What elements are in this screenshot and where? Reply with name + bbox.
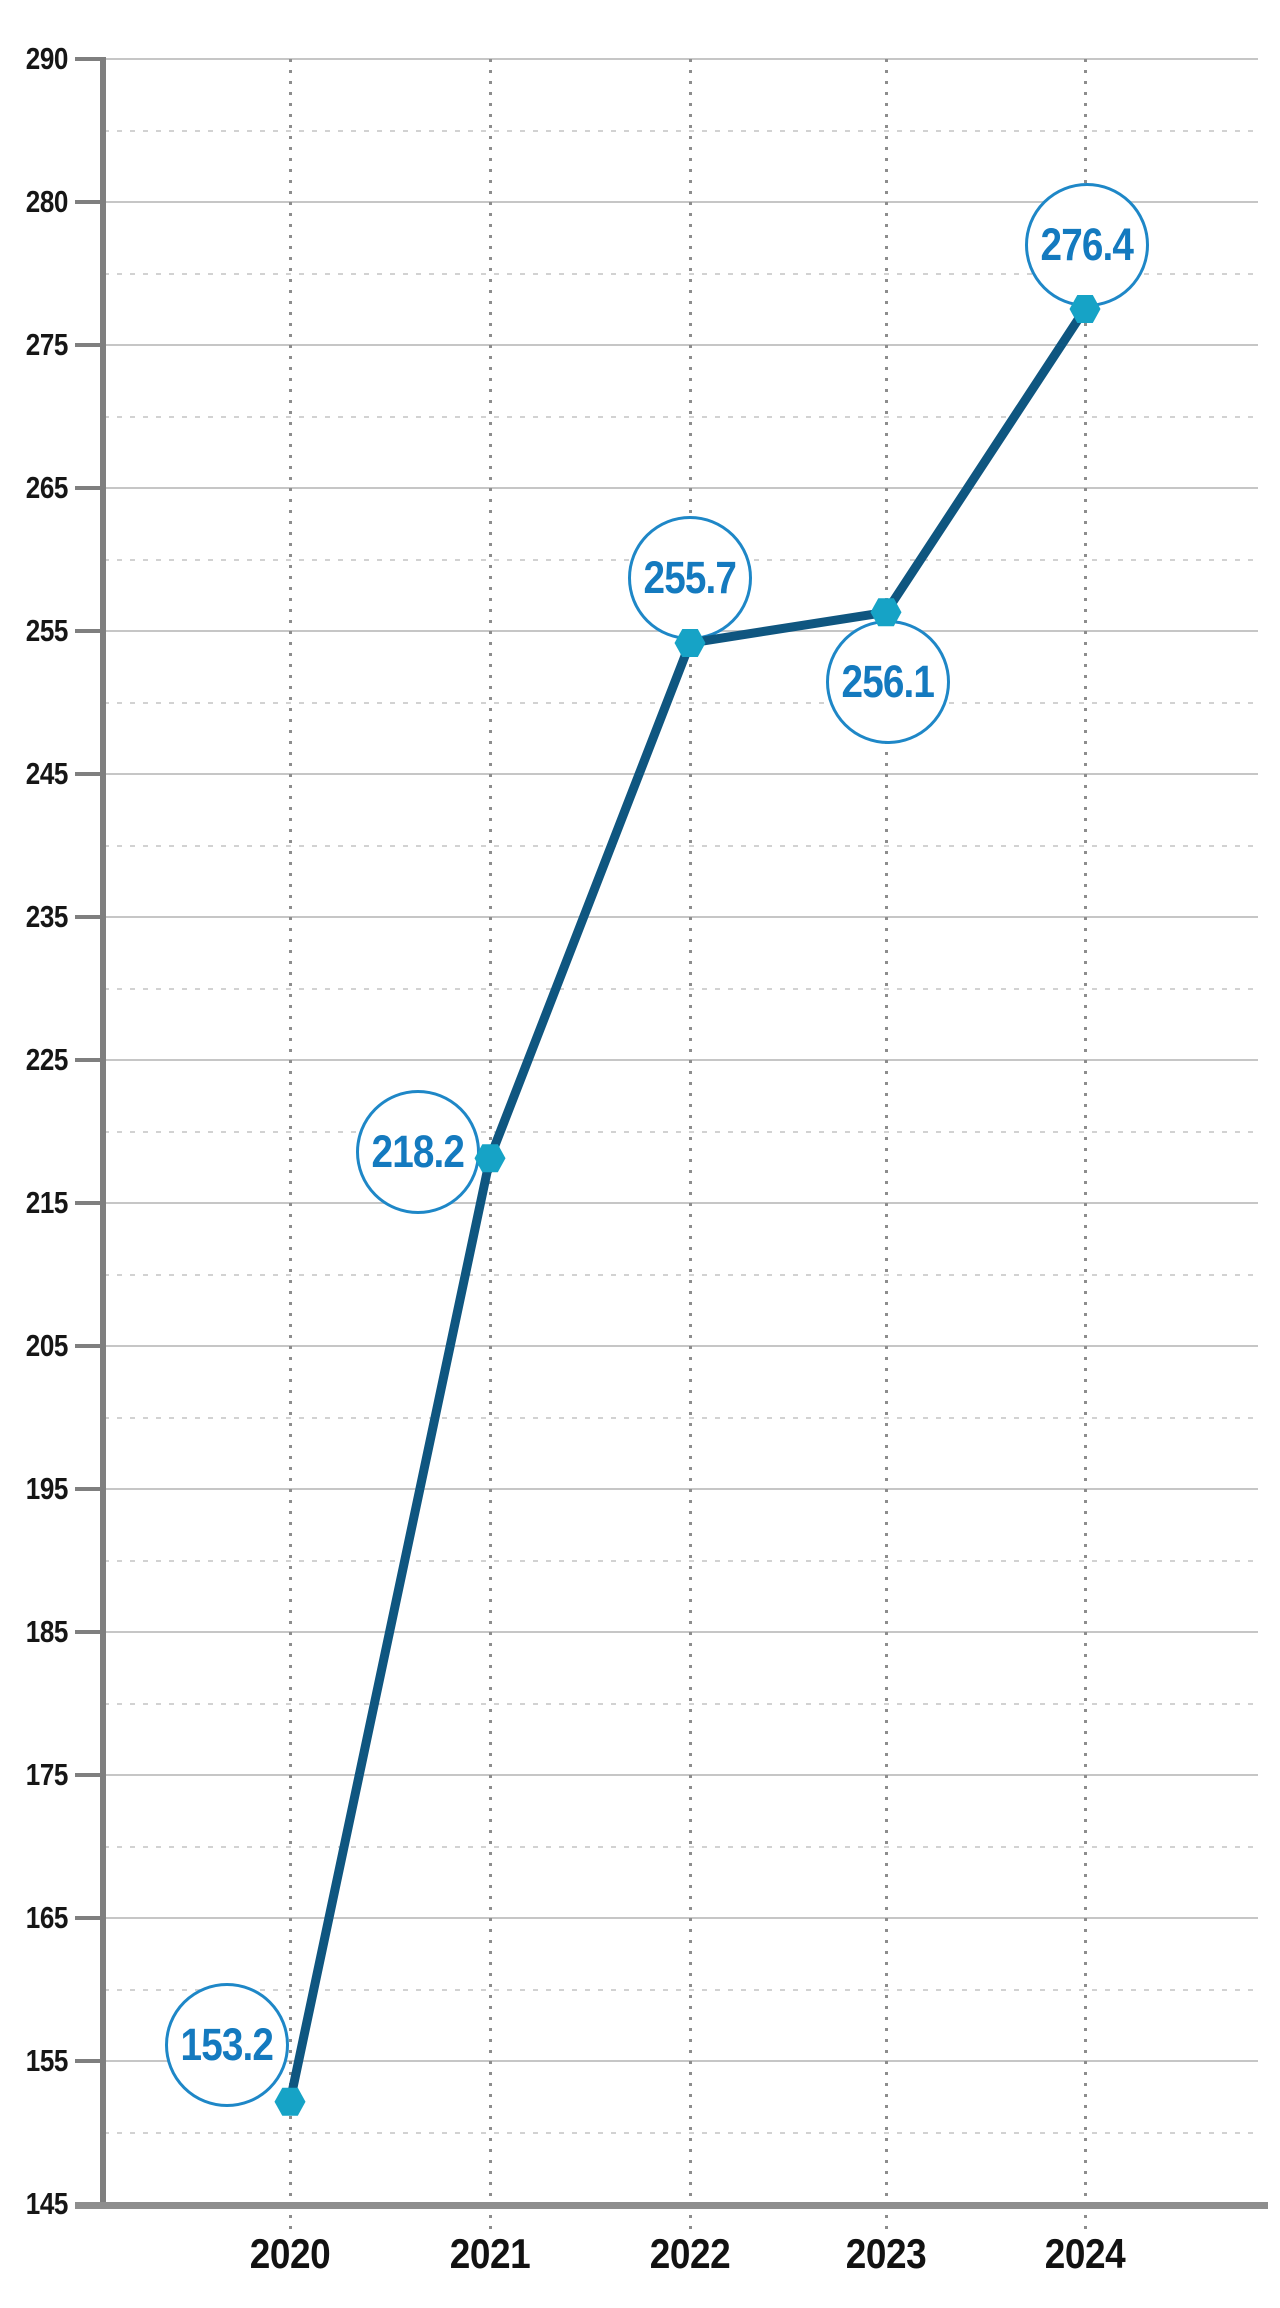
y-axis-tick-label: 215 [25, 1185, 69, 1220]
x-axis-baseline [75, 2202, 1268, 2209]
value-badge-label: 276.4 [1040, 219, 1134, 270]
y-axis-tick [75, 1344, 105, 1348]
value-badge: 153.2 [165, 1983, 289, 2107]
y-axis-tick [75, 1773, 105, 1777]
year-column-dotted-line [489, 59, 492, 2230]
y-axis-tick-label: 290 [25, 41, 69, 76]
major-gridline [104, 201, 1258, 203]
y-axis-tick [75, 200, 105, 204]
y-axis-tick [75, 1058, 105, 1062]
y-axis-tick [75, 343, 105, 347]
y-axis-tick [75, 1201, 105, 1205]
y-axis-tick [75, 915, 105, 919]
minor-gridline [104, 2131, 1258, 2134]
y-axis-tick-label: 165 [25, 1900, 69, 1935]
y-axis-tick-label: 175 [25, 1757, 69, 1792]
y-axis-tick-label: 235 [25, 899, 69, 934]
y-axis-tick [75, 1487, 105, 1491]
year-column-dotted-line [289, 59, 292, 2230]
value-badge-label: 218.2 [371, 1126, 465, 1177]
y-axis-tick-label: 255 [25, 613, 69, 648]
y-axis-tick-label: 145 [25, 2186, 69, 2221]
y-axis-tick-label: 280 [25, 184, 69, 219]
y-axis-tick-label: 275 [25, 327, 69, 362]
value-badge: 276.4 [1025, 183, 1149, 307]
y-axis-tick-label: 225 [25, 1042, 69, 1077]
y-axis-tick [75, 1630, 105, 1634]
value-badge: 256.1 [826, 620, 950, 744]
y-axis-tick-label: 205 [25, 1328, 69, 1363]
y-axis-tick [75, 57, 105, 61]
y-axis-spine [100, 57, 106, 2209]
value-badge-label: 153.2 [180, 2019, 274, 2070]
value-badge: 255.7 [628, 516, 752, 640]
y-axis-tick [75, 2059, 105, 2063]
y-axis-tick [75, 772, 105, 776]
major-gridline [104, 58, 1258, 60]
value-badge-label: 256.1 [841, 656, 935, 707]
value-badge-label: 255.7 [643, 552, 737, 603]
value-badge: 218.2 [356, 1090, 480, 1214]
y-axis-tick-label: 265 [25, 470, 69, 505]
x-axis-year-label: 2020 [249, 2230, 331, 2277]
year-column-dotted-line [885, 59, 888, 2230]
x-axis-year-label: 2024 [1044, 2230, 1126, 2277]
minor-gridline [104, 129, 1258, 132]
y-axis-tick-label: 185 [25, 1614, 69, 1649]
year-column-dotted-line [689, 59, 692, 2230]
year-column-dotted-line [1084, 59, 1087, 2230]
y-axis-tick-label: 155 [25, 2043, 69, 2078]
y-axis-tick [75, 629, 105, 633]
x-axis-year-label: 2021 [449, 2230, 531, 2277]
y-axis-tick-label: 245 [25, 756, 69, 791]
minor-gridline [104, 272, 1258, 275]
y-axis-tick [75, 1916, 105, 1920]
y-axis-tick-label: 195 [25, 1471, 69, 1506]
x-axis-year-label: 2023 [845, 2230, 927, 2277]
y-axis-tick [75, 486, 105, 490]
x-axis-year-label: 2022 [649, 2230, 731, 2277]
